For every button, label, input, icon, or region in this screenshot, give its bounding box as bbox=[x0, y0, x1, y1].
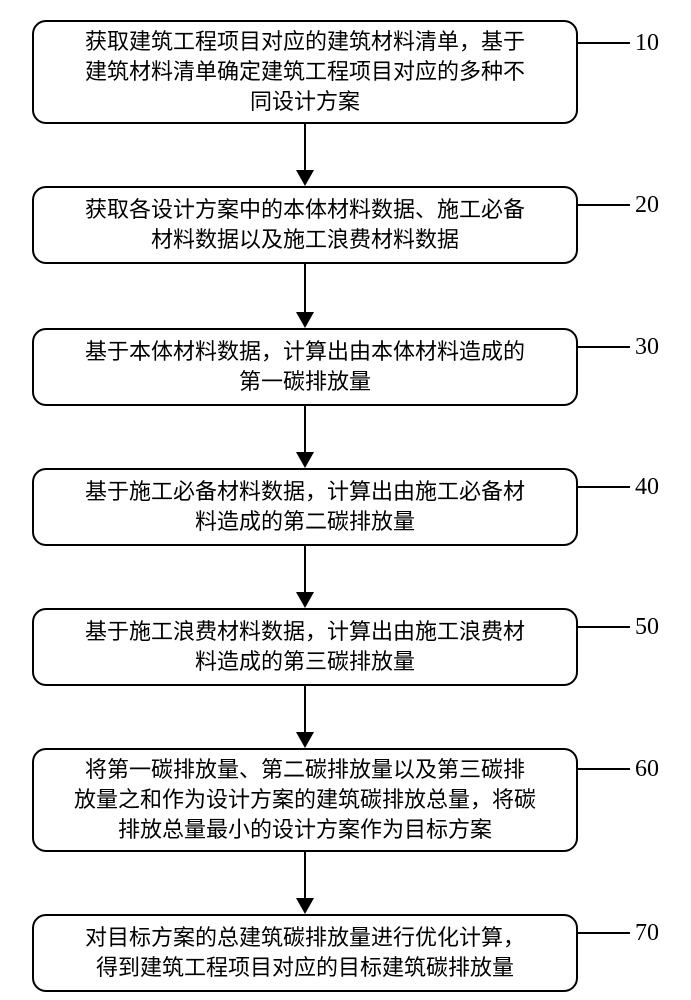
leader-line-40 bbox=[578, 486, 630, 488]
flowchart-node-50: 基于施工浪费材料数据，计算出由施工浪费材 料造成的第三碳排放量 bbox=[32, 608, 578, 686]
arrow-1-shaft bbox=[304, 124, 306, 170]
node-20-text: 获取各设计方案中的本体材料数据、施工必备 材料数据以及施工浪费材料数据 bbox=[85, 195, 525, 254]
leader-line-10 bbox=[578, 42, 630, 44]
flowchart-node-40: 基于施工必备材料数据，计算出由施工必备材 料造成的第二碳排放量 bbox=[32, 468, 578, 546]
node-10-label: 10 bbox=[635, 30, 659, 57]
arrow-1-head-icon bbox=[296, 170, 314, 186]
arrow-2-shaft bbox=[304, 264, 306, 312]
node-30-label: 30 bbox=[635, 334, 659, 361]
leader-line-70 bbox=[578, 932, 630, 934]
flowchart-node-60: 将第一碳排放量、第二碳排放量以及第三碳排 放量之和作为设计方案的建筑碳排放总量，… bbox=[32, 748, 578, 852]
node-60-label: 60 bbox=[635, 756, 659, 783]
node-60-text: 将第一碳排放量、第二碳排放量以及第三碳排 放量之和作为设计方案的建筑碳排放总量，… bbox=[74, 755, 536, 844]
arrow-4-head-icon bbox=[296, 592, 314, 608]
leader-line-60 bbox=[578, 768, 630, 770]
arrow-3-shaft bbox=[304, 406, 306, 452]
arrow-6-head-icon bbox=[296, 898, 314, 914]
arrow-3-head-icon bbox=[296, 452, 314, 468]
flowchart-node-30: 基于本体材料数据，计算出由本体材料造成的 第一碳排放量 bbox=[32, 328, 578, 406]
node-40-label: 40 bbox=[635, 474, 659, 501]
arrow-5-head-icon bbox=[296, 732, 314, 748]
node-70-text: 对目标方案的总建筑碳排放量进行优化计算， 得到建筑工程项目对应的目标建筑碳排放量 bbox=[85, 923, 525, 982]
flowchart-node-20: 获取各设计方案中的本体材料数据、施工必备 材料数据以及施工浪费材料数据 bbox=[32, 186, 578, 264]
node-40-text: 基于施工必备材料数据，计算出由施工必备材 料造成的第二碳排放量 bbox=[85, 477, 525, 536]
arrow-5-shaft bbox=[304, 686, 306, 732]
node-50-label: 50 bbox=[635, 614, 659, 641]
leader-line-30 bbox=[578, 346, 630, 348]
node-70-label: 70 bbox=[635, 920, 659, 947]
arrow-2-head-icon bbox=[296, 312, 314, 328]
node-20-label: 20 bbox=[635, 192, 659, 219]
leader-line-20 bbox=[578, 204, 630, 206]
arrow-6-shaft bbox=[304, 852, 306, 898]
flowchart-canvas: 获取建筑工程项目对应的建筑材料清单，基于 建筑材料清单确定建筑工程项目对应的多种… bbox=[0, 0, 691, 1000]
flowchart-node-10: 获取建筑工程项目对应的建筑材料清单，基于 建筑材料清单确定建筑工程项目对应的多种… bbox=[32, 20, 578, 124]
arrow-4-shaft bbox=[304, 546, 306, 592]
node-30-text: 基于本体材料数据，计算出由本体材料造成的 第一碳排放量 bbox=[85, 337, 525, 396]
node-50-text: 基于施工浪费材料数据，计算出由施工浪费材 料造成的第三碳排放量 bbox=[85, 617, 525, 676]
leader-line-50 bbox=[578, 626, 630, 628]
node-10-text: 获取建筑工程项目对应的建筑材料清单，基于 建筑材料清单确定建筑工程项目对应的多种… bbox=[85, 27, 525, 116]
flowchart-node-70: 对目标方案的总建筑碳排放量进行优化计算， 得到建筑工程项目对应的目标建筑碳排放量 bbox=[32, 914, 578, 992]
